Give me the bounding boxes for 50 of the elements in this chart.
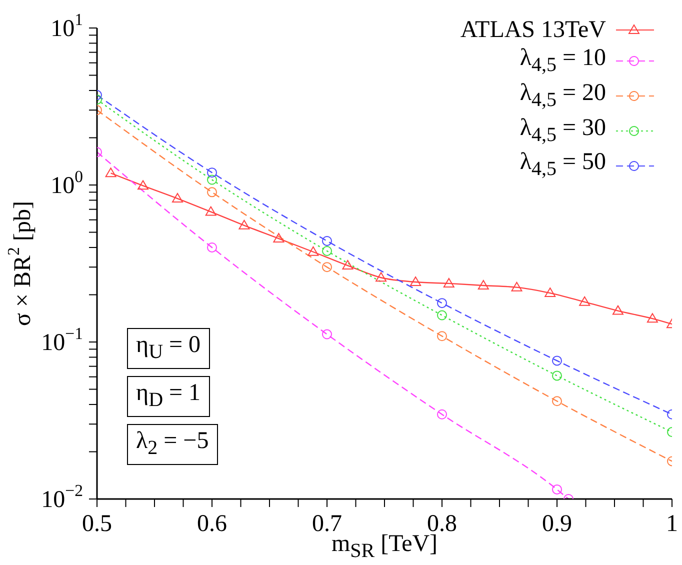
x-tick-label: 0.6 xyxy=(197,511,227,537)
point xyxy=(322,246,332,256)
point xyxy=(238,220,250,230)
point xyxy=(105,168,116,178)
point xyxy=(552,370,562,381)
point xyxy=(308,246,319,256)
point xyxy=(437,331,447,342)
point xyxy=(552,396,562,406)
point xyxy=(437,409,447,420)
point xyxy=(207,174,217,185)
legend-label: λ$_{4,5}$ = 20 xyxy=(520,78,606,113)
point xyxy=(322,236,332,246)
point xyxy=(207,187,217,198)
point xyxy=(138,180,148,190)
point xyxy=(612,305,624,315)
legend-label: λ$_{4,5}$ = 30 xyxy=(520,114,606,148)
point xyxy=(511,282,522,292)
point xyxy=(207,242,217,252)
legend-label: λ$_{4,5}$ = 50 xyxy=(520,148,606,182)
y-tick-label: 10$^{0}$ xyxy=(50,167,83,199)
point xyxy=(552,356,562,366)
y-tick-label: 10$^{−2}$ xyxy=(41,481,83,513)
point xyxy=(437,298,447,308)
point xyxy=(322,262,332,272)
point xyxy=(172,193,183,203)
point xyxy=(205,206,216,216)
point xyxy=(376,272,387,282)
y-tick-label: 10$^{1}$ xyxy=(50,10,83,42)
annotation: λ$_{2}$ = −5 xyxy=(127,424,218,465)
point xyxy=(646,313,658,323)
annotation: η$_{D}$ = 1 xyxy=(127,376,210,417)
x-tick-label: 0.7 xyxy=(312,511,342,537)
legend-label: λ$_{4,5}$ = 10 xyxy=(520,44,606,78)
point xyxy=(552,484,562,494)
point xyxy=(437,310,447,320)
point xyxy=(207,168,217,178)
point xyxy=(544,288,556,298)
point xyxy=(579,296,590,306)
point xyxy=(443,278,454,288)
point xyxy=(273,233,284,243)
y-tick-label: 10$^{−1}$ xyxy=(41,324,83,356)
x-tick-label: 0.9 xyxy=(542,511,572,537)
annotation: η$_{U}$ = 0 xyxy=(127,328,210,369)
point xyxy=(478,280,489,290)
x-tick-label: 1 xyxy=(666,511,678,537)
legend-label: ATLAS 13TeV xyxy=(460,16,606,44)
point xyxy=(342,260,354,270)
point xyxy=(322,329,332,340)
x-tick-label: 0.5 xyxy=(82,511,112,537)
point xyxy=(410,276,422,286)
